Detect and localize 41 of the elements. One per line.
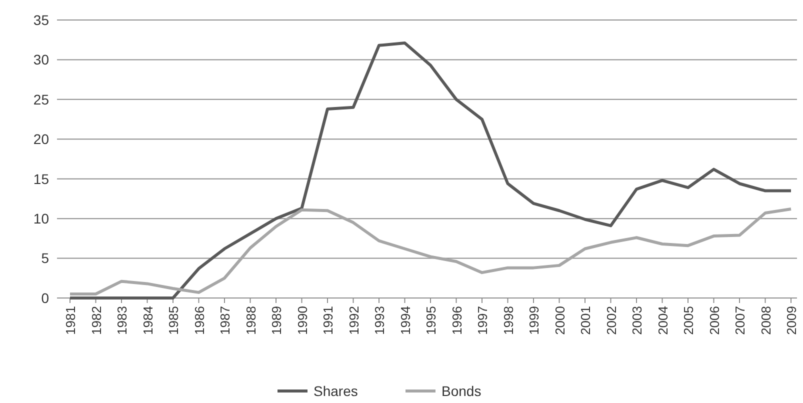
x-tick-label: 2002: [604, 306, 619, 335]
x-tick-label: 1993: [372, 306, 387, 335]
x-tick-label: 1985: [166, 306, 181, 335]
x-tick-label: 1995: [424, 306, 438, 335]
x-tick-label: 1990: [294, 306, 310, 335]
x-tick-label: 1989: [269, 306, 284, 335]
y-tick-label: 20: [33, 131, 50, 148]
x-tick-label: 1992: [346, 306, 362, 335]
x-tick-label: 1994: [398, 306, 413, 335]
y-tick-label: 35: [33, 12, 50, 28]
x-tick-label: 2004: [655, 306, 670, 335]
x-tick-label: 1999: [526, 306, 542, 335]
y-tick-label: 25: [33, 91, 50, 108]
x-tick-label: 1982: [88, 306, 104, 335]
y-tick-label: 15: [33, 170, 50, 187]
x-tick-label: 1987: [218, 306, 232, 335]
legend-label: Bonds: [442, 382, 482, 399]
x-tick-label: 2005: [681, 306, 696, 335]
x-tick-label: 1981: [63, 306, 78, 335]
y-tick-label: 5: [41, 250, 50, 266]
x-tick-label: 2008: [758, 306, 774, 335]
y-tick-label: 0: [41, 290, 50, 306]
x-tick-label: 1986: [192, 306, 207, 335]
line-series: [68, 42, 792, 300]
x-tick-label: 2003: [630, 306, 644, 335]
x-tick-label: 2000: [552, 306, 568, 335]
y-tick-label: 30: [33, 52, 50, 68]
line-series: [68, 208, 792, 296]
x-tick-label: 1991: [320, 306, 336, 335]
x-tick-label: 1998: [500, 306, 516, 335]
x-tick-label: 2009: [784, 306, 799, 335]
legend-label: Shares: [314, 382, 358, 399]
x-tick-label: 2001: [578, 306, 593, 335]
x-tick-label: 2007: [732, 306, 748, 335]
x-tick-label: 1988: [243, 306, 258, 335]
x-tick-label: 1997: [475, 306, 490, 335]
y-tick-label: 10: [33, 210, 50, 226]
x-tick-label: 1984: [140, 306, 156, 335]
x-tick-label: 1996: [449, 306, 464, 335]
x-tick-label: 2006: [706, 306, 722, 335]
x-tick-label: 1983: [114, 306, 130, 335]
